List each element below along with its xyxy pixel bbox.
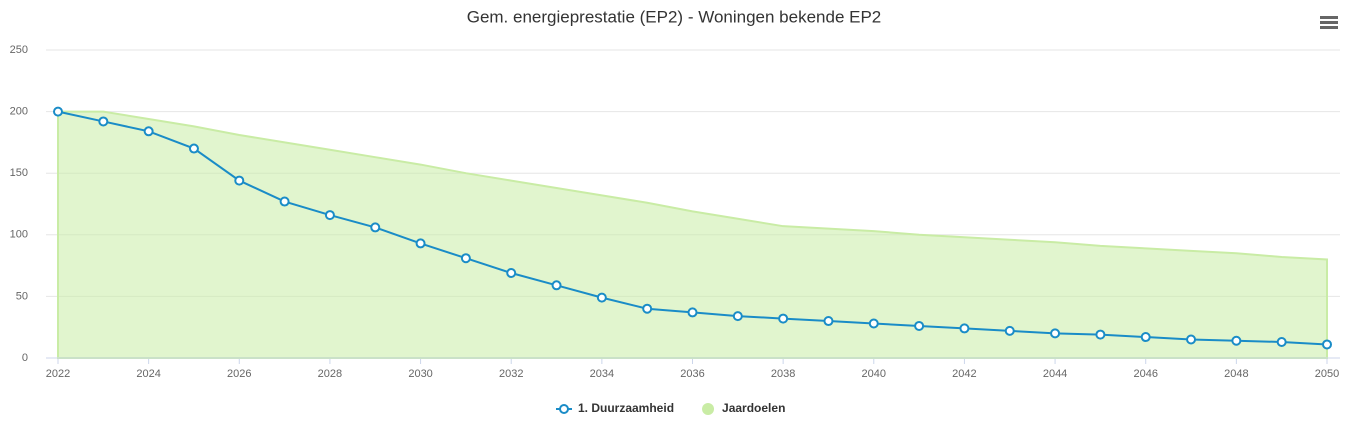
- point: [823, 316, 834, 327]
- x-tick-label: 2028: [318, 368, 342, 380]
- point: [1140, 332, 1151, 343]
- x-tick-label: 2046: [1133, 368, 1157, 380]
- menu-bar: [1320, 16, 1338, 19]
- y-tick-label: 0: [22, 352, 28, 364]
- point: [98, 116, 109, 127]
- chart-title: Gem. energieprestatie (EP2) - Woningen b…: [467, 7, 882, 26]
- y-tick-label: 150: [10, 167, 28, 179]
- legend-label: Jaardoelen: [722, 401, 785, 415]
- point: [234, 175, 245, 186]
- point: [188, 143, 199, 154]
- y-tick-label: 50: [16, 290, 28, 302]
- menu-bar: [1320, 26, 1338, 29]
- x-tick-label: 2034: [590, 368, 614, 380]
- y-tick-label: 200: [10, 106, 28, 118]
- legend-item[interactable]: 1. Duurzaamheid: [556, 401, 674, 415]
- x-tick-label: 2032: [499, 368, 523, 380]
- point: [914, 320, 925, 331]
- x-tick-label: 2048: [1224, 368, 1248, 380]
- point: [596, 292, 607, 303]
- x-tick-label: 2040: [862, 368, 886, 380]
- point: [778, 313, 789, 324]
- x-tick-label: 2024: [136, 368, 160, 380]
- point: [551, 280, 562, 291]
- point: [1004, 325, 1015, 336]
- point: [506, 267, 517, 278]
- x-tick-label: 2022: [46, 368, 70, 380]
- x-tick-label: 2036: [680, 368, 704, 380]
- point: [1276, 336, 1287, 347]
- point: [460, 253, 471, 264]
- menu-button[interactable]: [1320, 16, 1338, 29]
- point: [1050, 328, 1061, 339]
- point: [959, 323, 970, 334]
- point: [732, 311, 743, 322]
- point: [370, 222, 381, 233]
- area: [57, 110, 1328, 359]
- point: [415, 238, 426, 249]
- point: [1322, 339, 1332, 350]
- point: [53, 106, 63, 117]
- x-tick-label: 2030: [408, 368, 432, 380]
- point: [1231, 335, 1242, 346]
- point: [642, 303, 653, 314]
- x-tick-label: 2050: [1315, 368, 1339, 380]
- point: [143, 126, 154, 137]
- point: [1186, 334, 1197, 345]
- point: [279, 196, 290, 207]
- legend-marker: [702, 403, 715, 415]
- legend-label: 1. Duurzaamheid: [578, 401, 674, 415]
- x-tick-label: 2044: [1043, 368, 1067, 380]
- legend-item[interactable]: Jaardoelen: [702, 401, 785, 415]
- point: [687, 307, 698, 318]
- x-tick-label: 2042: [952, 368, 976, 380]
- point: [868, 318, 879, 329]
- y-tick-label: 100: [10, 229, 28, 241]
- point: [1095, 329, 1106, 340]
- x-tick-label: 2026: [227, 368, 251, 380]
- y-tick-label: 250: [10, 44, 28, 56]
- legend-marker: [559, 404, 569, 414]
- x-tick-label: 2038: [771, 368, 795, 380]
- point: [324, 210, 335, 221]
- menu-bar: [1320, 21, 1338, 24]
